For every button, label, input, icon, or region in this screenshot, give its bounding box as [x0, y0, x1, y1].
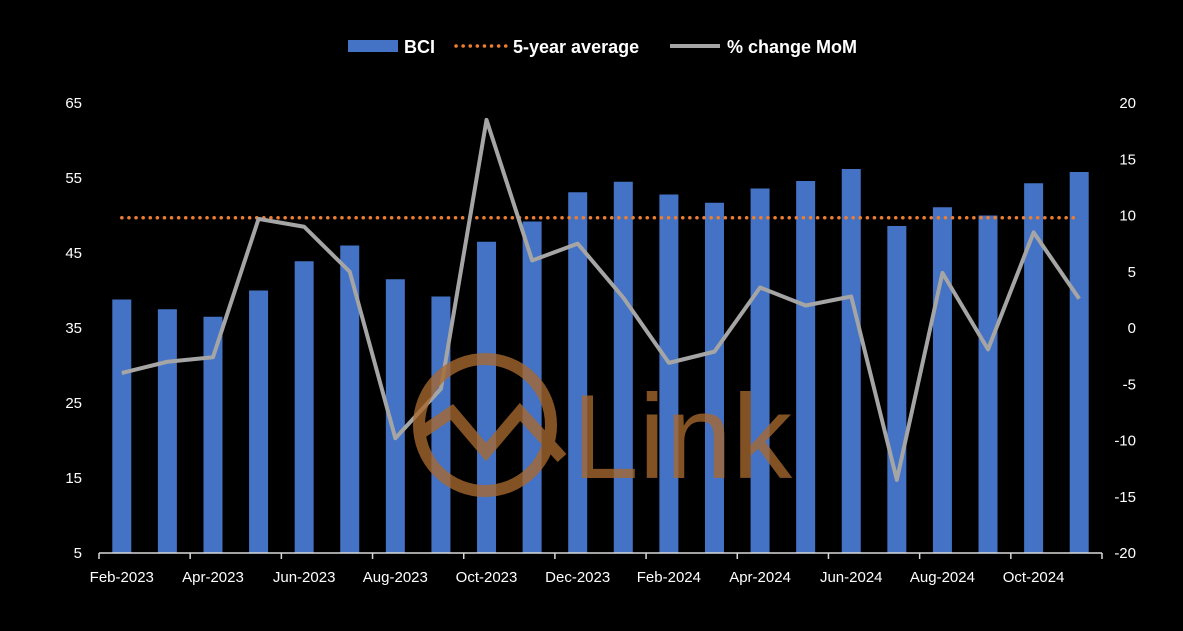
axes: Feb-2023 Apr-2023 Jun-2023 Aug-2023 Oct-2023… [65, 95, 1136, 586]
bci-bar [249, 290, 269, 553]
bci-bar [294, 261, 314, 553]
left-y-tick-label: 15 [65, 470, 82, 487]
x-tick-label: Oct-2023 [456, 569, 518, 586]
bci-bar [978, 215, 998, 553]
right-y-tick-label: 0 [1128, 320, 1136, 337]
left-y-tick-label: 65 [65, 95, 82, 112]
left-y-tick-label: 5 [74, 545, 82, 562]
right-y-tick-label: 15 [1119, 151, 1136, 168]
x-tick-label: Aug-2024 [910, 569, 975, 586]
bci-bar [568, 192, 588, 553]
mom-change-line [121, 117, 1081, 482]
left-y-tick-label: 35 [65, 320, 82, 337]
bci-bar [477, 241, 497, 553]
bci-bar [796, 181, 816, 553]
watermark-zigzag [414, 402, 567, 463]
bci-bar [1024, 183, 1044, 553]
right-y-tick-label: 20 [1119, 95, 1136, 112]
left-y-tick-label: 45 [65, 245, 82, 262]
legend-swatch-bci [348, 40, 398, 52]
bci-bar [841, 169, 861, 553]
x-tick-label: Feb-2024 [637, 569, 701, 586]
right-y-tick-label: 5 [1128, 264, 1136, 281]
x-tick-label: Apr-2024 [729, 569, 791, 586]
x-tick-label: Aug-2023 [363, 569, 428, 586]
legend-label-mom-change: % change MoM [727, 37, 857, 57]
link-watermark-logo: Link [413, 353, 793, 504]
bci-bar [340, 245, 360, 553]
watermark-ring [413, 353, 557, 497]
bci-bar [704, 202, 724, 553]
right-y-tick-label: 10 [1119, 208, 1136, 225]
x-tick-label: Oct-2024 [1003, 569, 1065, 586]
x-tick-label: Jun-2024 [820, 569, 883, 586]
right-y-tick-label: -10 [1114, 433, 1136, 450]
watermark-text: Link [572, 370, 793, 504]
bci-bar [659, 194, 679, 553]
legend: BCI 5-year average % change MoM [348, 37, 857, 57]
bci-bar [203, 316, 223, 553]
x-tick-label: Dec-2023 [545, 569, 610, 586]
left-y-tick-label: 55 [65, 170, 82, 187]
mom-change-series [121, 117, 1081, 482]
bci-bar [112, 299, 132, 553]
bci-bar [932, 207, 952, 553]
x-tick-label: Feb-2023 [90, 569, 154, 586]
bci-bar [613, 181, 633, 553]
bci-bar [385, 279, 405, 553]
right-y-tick-label: -5 [1123, 376, 1136, 393]
left-y-tick-label: 25 [65, 395, 82, 412]
bci-bar [750, 188, 770, 553]
legend-label-bci: BCI [404, 37, 435, 57]
bci-bar [157, 309, 177, 553]
legend-label-five-year-average: 5-year average [513, 37, 639, 57]
x-tick-label: Jun-2023 [273, 569, 336, 586]
right-y-tick-label: -15 [1114, 489, 1136, 506]
right-y-tick-label: -20 [1114, 545, 1136, 562]
x-tick-label: Apr-2023 [182, 569, 244, 586]
bci-bar [1069, 172, 1089, 553]
bci-bar [887, 226, 907, 553]
